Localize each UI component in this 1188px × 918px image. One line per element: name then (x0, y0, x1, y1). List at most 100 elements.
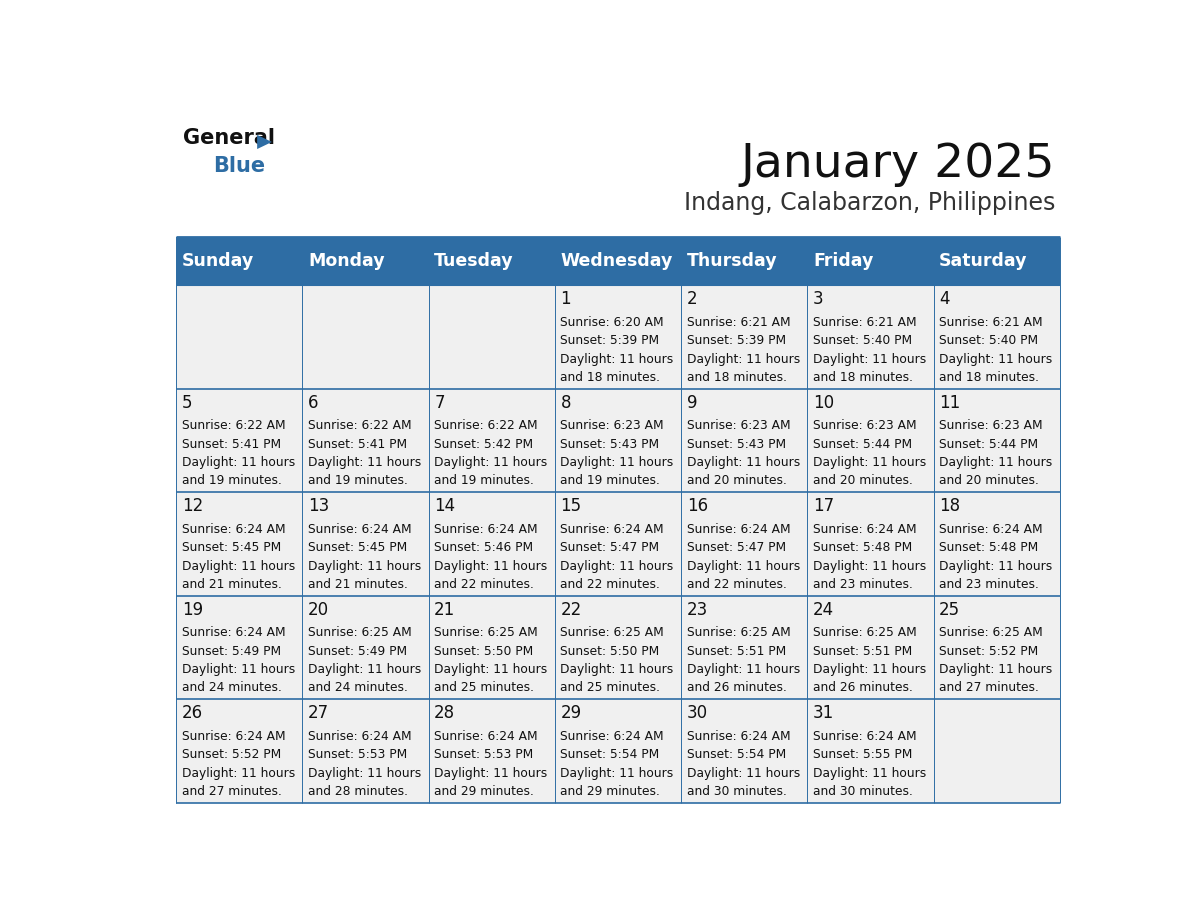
Text: Daylight: 11 hours: Daylight: 11 hours (308, 560, 422, 573)
Text: and 20 minutes.: and 20 minutes. (813, 475, 912, 487)
Text: Sunset: 5:39 PM: Sunset: 5:39 PM (561, 334, 659, 347)
Text: Daylight: 11 hours: Daylight: 11 hours (182, 456, 295, 469)
Text: Sunset: 5:41 PM: Sunset: 5:41 PM (182, 438, 280, 451)
Text: Sunset: 5:45 PM: Sunset: 5:45 PM (182, 542, 280, 554)
Text: Sunrise: 6:20 AM: Sunrise: 6:20 AM (561, 316, 664, 329)
Text: and 18 minutes.: and 18 minutes. (813, 371, 914, 384)
Text: 9: 9 (687, 394, 697, 412)
Text: Sunrise: 6:23 AM: Sunrise: 6:23 AM (687, 420, 790, 432)
Text: 24: 24 (813, 601, 834, 619)
Text: Sunrise: 6:23 AM: Sunrise: 6:23 AM (813, 420, 917, 432)
Text: Daylight: 11 hours: Daylight: 11 hours (687, 456, 800, 469)
Text: Sunrise: 6:25 AM: Sunrise: 6:25 AM (940, 626, 1043, 639)
Text: Sunrise: 6:24 AM: Sunrise: 6:24 AM (182, 730, 285, 743)
Text: Sunset: 5:51 PM: Sunset: 5:51 PM (813, 644, 912, 657)
Text: Sunrise: 6:25 AM: Sunrise: 6:25 AM (813, 626, 917, 639)
Text: Sunrise: 6:25 AM: Sunrise: 6:25 AM (434, 626, 538, 639)
Text: 31: 31 (813, 704, 834, 722)
Text: Daylight: 11 hours: Daylight: 11 hours (813, 663, 927, 676)
Text: 26: 26 (182, 704, 203, 722)
Polygon shape (257, 135, 272, 149)
Text: 23: 23 (687, 601, 708, 619)
Text: Sunrise: 6:24 AM: Sunrise: 6:24 AM (813, 730, 917, 743)
Text: Sunrise: 6:24 AM: Sunrise: 6:24 AM (434, 523, 538, 536)
Text: Wednesday: Wednesday (561, 252, 672, 271)
Text: 11: 11 (940, 394, 961, 412)
Text: Sunset: 5:45 PM: Sunset: 5:45 PM (308, 542, 407, 554)
Text: Sunset: 5:48 PM: Sunset: 5:48 PM (813, 542, 912, 554)
Text: Daylight: 11 hours: Daylight: 11 hours (813, 353, 927, 365)
Text: Sunset: 5:50 PM: Sunset: 5:50 PM (434, 644, 533, 657)
Text: General: General (183, 128, 276, 148)
Text: Sunrise: 6:23 AM: Sunrise: 6:23 AM (561, 420, 664, 432)
Text: Sunset: 5:51 PM: Sunset: 5:51 PM (687, 644, 786, 657)
Text: Sunset: 5:50 PM: Sunset: 5:50 PM (561, 644, 659, 657)
Text: Sunset: 5:54 PM: Sunset: 5:54 PM (561, 748, 659, 761)
Text: Daylight: 11 hours: Daylight: 11 hours (813, 767, 927, 779)
Text: Daylight: 11 hours: Daylight: 11 hours (940, 456, 1053, 469)
Text: Sunset: 5:39 PM: Sunset: 5:39 PM (687, 334, 785, 347)
Text: Daylight: 11 hours: Daylight: 11 hours (182, 560, 295, 573)
Text: Daylight: 11 hours: Daylight: 11 hours (308, 663, 422, 676)
Bar (176, 492, 1060, 596)
Text: and 20 minutes.: and 20 minutes. (687, 475, 786, 487)
Bar (176, 700, 1060, 803)
Text: Sunset: 5:41 PM: Sunset: 5:41 PM (308, 438, 407, 451)
Text: Sunrise: 6:22 AM: Sunrise: 6:22 AM (182, 420, 285, 432)
Text: 8: 8 (561, 394, 571, 412)
Text: Sunrise: 6:24 AM: Sunrise: 6:24 AM (308, 730, 411, 743)
Text: Sunday: Sunday (182, 252, 254, 271)
Text: Sunrise: 6:24 AM: Sunrise: 6:24 AM (813, 523, 917, 536)
Text: 17: 17 (813, 498, 834, 515)
Text: Sunset: 5:40 PM: Sunset: 5:40 PM (940, 334, 1038, 347)
Text: 20: 20 (308, 601, 329, 619)
Text: Sunrise: 6:22 AM: Sunrise: 6:22 AM (308, 420, 411, 432)
Text: 6: 6 (308, 394, 318, 412)
Text: Sunset: 5:48 PM: Sunset: 5:48 PM (940, 542, 1038, 554)
Text: Daylight: 11 hours: Daylight: 11 hours (940, 560, 1053, 573)
Text: Sunrise: 6:25 AM: Sunrise: 6:25 AM (561, 626, 664, 639)
Text: January 2025: January 2025 (741, 142, 1055, 187)
Text: Indang, Calabarzon, Philippines: Indang, Calabarzon, Philippines (684, 192, 1055, 216)
Text: Daylight: 11 hours: Daylight: 11 hours (561, 456, 674, 469)
Text: and 26 minutes.: and 26 minutes. (813, 681, 912, 694)
Text: Sunset: 5:47 PM: Sunset: 5:47 PM (561, 542, 659, 554)
Text: Daylight: 11 hours: Daylight: 11 hours (561, 767, 674, 779)
Text: Sunrise: 6:25 AM: Sunrise: 6:25 AM (687, 626, 790, 639)
Text: Sunset: 5:49 PM: Sunset: 5:49 PM (182, 644, 280, 657)
Text: and 29 minutes.: and 29 minutes. (434, 785, 535, 798)
Text: 3: 3 (813, 290, 823, 308)
Text: Sunset: 5:42 PM: Sunset: 5:42 PM (434, 438, 533, 451)
Text: 29: 29 (561, 704, 582, 722)
Text: Sunset: 5:47 PM: Sunset: 5:47 PM (687, 542, 785, 554)
Text: Daylight: 11 hours: Daylight: 11 hours (434, 456, 548, 469)
Text: Daylight: 11 hours: Daylight: 11 hours (308, 456, 422, 469)
Text: and 19 minutes.: and 19 minutes. (561, 475, 661, 487)
Text: 12: 12 (182, 498, 203, 515)
Text: Sunrise: 6:25 AM: Sunrise: 6:25 AM (308, 626, 412, 639)
Text: 13: 13 (308, 498, 329, 515)
Text: 25: 25 (940, 601, 960, 619)
Text: and 22 minutes.: and 22 minutes. (561, 578, 661, 591)
Text: 5: 5 (182, 394, 192, 412)
Text: Sunrise: 6:24 AM: Sunrise: 6:24 AM (940, 523, 1043, 536)
Text: and 19 minutes.: and 19 minutes. (308, 475, 407, 487)
Bar (176, 389, 1060, 492)
Text: and 30 minutes.: and 30 minutes. (813, 785, 912, 798)
Text: Sunset: 5:43 PM: Sunset: 5:43 PM (687, 438, 785, 451)
Text: Friday: Friday (813, 252, 873, 271)
Text: 4: 4 (940, 290, 949, 308)
Text: 22: 22 (561, 601, 582, 619)
Text: 30: 30 (687, 704, 708, 722)
Text: Daylight: 11 hours: Daylight: 11 hours (434, 767, 548, 779)
Text: and 26 minutes.: and 26 minutes. (687, 681, 786, 694)
Text: Sunrise: 6:24 AM: Sunrise: 6:24 AM (687, 523, 790, 536)
Text: Daylight: 11 hours: Daylight: 11 hours (940, 663, 1053, 676)
Text: Daylight: 11 hours: Daylight: 11 hours (687, 353, 800, 365)
Text: and 25 minutes.: and 25 minutes. (561, 681, 661, 694)
Text: 21: 21 (434, 601, 455, 619)
Text: Sunrise: 6:21 AM: Sunrise: 6:21 AM (813, 316, 917, 329)
Text: 15: 15 (561, 498, 582, 515)
Text: and 18 minutes.: and 18 minutes. (561, 371, 661, 384)
Text: and 20 minutes.: and 20 minutes. (940, 475, 1040, 487)
